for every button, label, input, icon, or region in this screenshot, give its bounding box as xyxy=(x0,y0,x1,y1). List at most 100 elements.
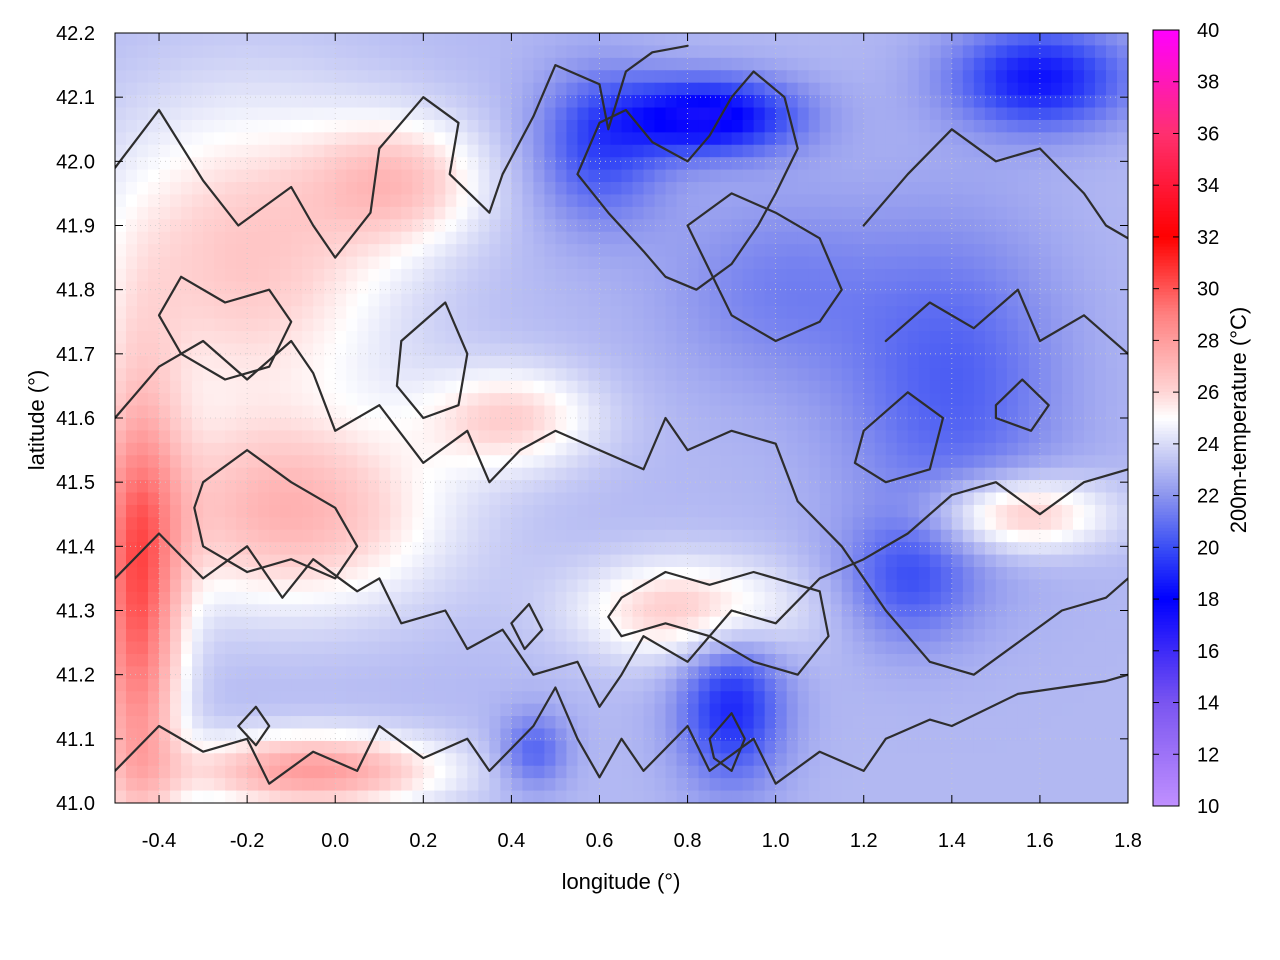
heatmap-cell xyxy=(1028,206,1041,220)
heatmap-cell xyxy=(126,331,138,345)
heatmap-cell xyxy=(676,678,689,692)
heatmap-cell xyxy=(269,182,281,196)
heatmap-cell xyxy=(335,467,347,481)
heatmap-cell xyxy=(467,641,479,655)
heatmap-cell xyxy=(1072,244,1085,258)
heatmap-cell xyxy=(995,380,1008,394)
heatmap-cell xyxy=(390,691,402,705)
heatmap-cell xyxy=(357,393,369,407)
heatmap-cell xyxy=(874,318,887,332)
heatmap-cell xyxy=(1116,616,1128,630)
heatmap-cell xyxy=(951,343,964,357)
heatmap-cell xyxy=(709,492,722,506)
heatmap-cell xyxy=(1017,368,1030,382)
heatmap-cell xyxy=(533,529,546,543)
heatmap-cell xyxy=(280,666,292,680)
heatmap-cell xyxy=(973,666,986,680)
heatmap-cell xyxy=(654,591,667,605)
heatmap-cell xyxy=(291,579,303,593)
heatmap-cell xyxy=(269,554,281,568)
heatmap-cell xyxy=(313,666,325,680)
heatmap-cell xyxy=(1017,293,1030,307)
heatmap-cell xyxy=(489,206,501,220)
heatmap-cell xyxy=(665,95,678,109)
heatmap-cell xyxy=(885,604,898,618)
heatmap-cell xyxy=(1061,691,1074,705)
heatmap-cell xyxy=(918,318,931,332)
heatmap-cell xyxy=(269,256,281,270)
heatmap-cell xyxy=(665,616,678,630)
heatmap-cell xyxy=(665,82,678,96)
heatmap-cell xyxy=(335,579,347,593)
heatmap-cell xyxy=(236,355,248,369)
heatmap-cell xyxy=(137,132,149,146)
heatmap-cell xyxy=(984,442,997,456)
heatmap-cell xyxy=(984,529,997,543)
heatmap-cell xyxy=(577,256,590,270)
heatmap-cell xyxy=(159,542,171,556)
heatmap-cell xyxy=(324,355,336,369)
heatmap-cell xyxy=(379,442,391,456)
heatmap-cell xyxy=(324,231,336,245)
heatmap-cell xyxy=(742,33,755,47)
heatmap-cell xyxy=(896,393,909,407)
heatmap-cell xyxy=(676,244,689,258)
heatmap-cell xyxy=(137,281,149,295)
heatmap-cell xyxy=(522,331,535,345)
heatmap-cell xyxy=(885,144,898,158)
heatmap-cell xyxy=(676,33,689,47)
heatmap-cell xyxy=(709,132,722,146)
heatmap-cell xyxy=(1072,169,1085,183)
heatmap-cell xyxy=(401,95,413,109)
heatmap-cell xyxy=(797,455,810,469)
heatmap-cell xyxy=(291,219,303,233)
heatmap-cell xyxy=(1105,256,1118,270)
heatmap-cell xyxy=(610,467,623,481)
heatmap-cell xyxy=(819,293,832,307)
heatmap-cell xyxy=(940,616,953,630)
heatmap-cell xyxy=(445,467,457,481)
heatmap-cell xyxy=(1017,306,1030,320)
heatmap-cell xyxy=(357,82,369,96)
heatmap-cell xyxy=(170,182,182,196)
heatmap-cell xyxy=(885,194,898,208)
heatmap-cell xyxy=(742,666,755,680)
heatmap-cell xyxy=(918,256,931,270)
heatmap-cell xyxy=(434,666,446,680)
heatmap-cell xyxy=(929,57,942,71)
heatmap-cell xyxy=(852,194,865,208)
heatmap-cell xyxy=(489,57,501,71)
heatmap-cell xyxy=(511,480,523,494)
heatmap-cell xyxy=(423,380,435,394)
heatmap-cell xyxy=(214,268,226,282)
heatmap-cell xyxy=(522,629,535,643)
heatmap-cell xyxy=(951,331,964,345)
heatmap-cell xyxy=(830,82,843,96)
heatmap-cell xyxy=(346,256,358,270)
heatmap-cell xyxy=(1072,579,1085,593)
heatmap-cell xyxy=(269,591,281,605)
heatmap-cell xyxy=(1017,542,1030,556)
heatmap-cell xyxy=(115,492,127,506)
heatmap-cell xyxy=(764,629,777,643)
heatmap-cell xyxy=(1039,343,1052,357)
heatmap-cell xyxy=(467,529,479,543)
heatmap-cell xyxy=(808,45,821,59)
heatmap-cell xyxy=(962,119,975,133)
heatmap-cell xyxy=(324,343,336,357)
heatmap-cell xyxy=(709,355,722,369)
heatmap-cell xyxy=(720,529,733,543)
heatmap-cell xyxy=(324,256,336,270)
heatmap-cell xyxy=(335,430,347,444)
heatmap-cell xyxy=(324,82,336,96)
heatmap-cell xyxy=(984,144,997,158)
heatmap-cell xyxy=(896,641,909,655)
heatmap-cell xyxy=(401,380,413,394)
heatmap-cell xyxy=(797,144,810,158)
heatmap-cell xyxy=(632,33,645,47)
heatmap-cell xyxy=(841,355,854,369)
heatmap-cell xyxy=(258,144,270,158)
heatmap-cell xyxy=(632,480,645,494)
heatmap-cell xyxy=(610,591,623,605)
heatmap-cell xyxy=(753,107,766,121)
